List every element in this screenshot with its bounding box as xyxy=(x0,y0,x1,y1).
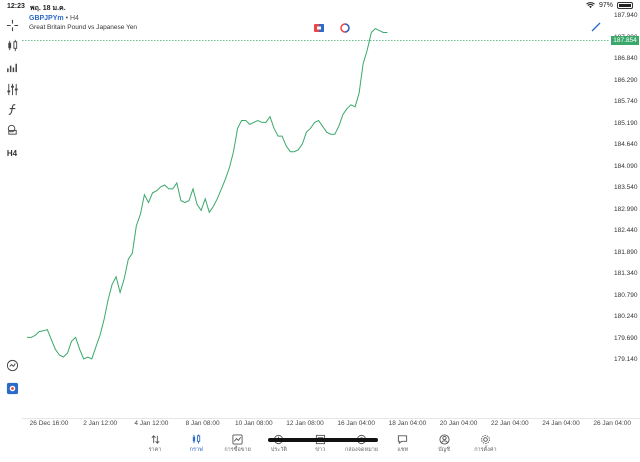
time-axis-label: 20 Jan 04:00 xyxy=(439,420,478,427)
symbol-timeframe: H4 xyxy=(69,15,79,22)
trade-circle-icon[interactable] xyxy=(340,20,350,33)
trendline-draw-icon[interactable] xyxy=(590,20,602,32)
account-icon xyxy=(439,434,450,445)
nav-item[interactable]: ประวัติ xyxy=(259,434,299,454)
price-axis: 187.940187.390186.840186.290185.740185.1… xyxy=(610,12,640,418)
battery-percent: 97% xyxy=(598,2,613,9)
price-axis-label: 185.190 xyxy=(614,119,638,127)
status-right: 97% xyxy=(586,2,633,9)
time-axis-divider xyxy=(22,418,640,419)
price-axis-label: 180.240 xyxy=(614,313,638,320)
left-toolbar: H4 xyxy=(0,14,22,404)
price-axis-label: 180.790 xyxy=(614,291,638,299)
time-axis-label: 26 Dec 16:00 xyxy=(29,420,69,427)
price-line xyxy=(27,27,388,360)
current-price-tag: 187.854 xyxy=(611,36,639,45)
price-axis-label: 187.940 xyxy=(614,12,638,19)
price-axis-label: 184.090 xyxy=(614,162,638,170)
price-axis-label: 182.440 xyxy=(614,227,638,234)
price-axis-label: 181.890 xyxy=(614,248,638,256)
price-axis-label: 182.990 xyxy=(614,205,638,213)
nav-item[interactable]: การซื้อขาย xyxy=(218,434,258,454)
nav-label: ข่าว xyxy=(315,447,326,453)
status-date: พฤ. 18 ม.ค. xyxy=(30,5,66,12)
symbol-description: Great Britain Pound vs Japanese Yen xyxy=(29,24,138,31)
nav-label: กล่องจดหมาย xyxy=(344,447,379,453)
candlestick-icon[interactable] xyxy=(3,36,21,54)
nav-item[interactable]: การตั้งค่า xyxy=(465,434,505,454)
time-axis-label: 18 Jan 04:00 xyxy=(388,420,427,427)
price-axis-label: 179.690 xyxy=(614,334,638,342)
nav-item[interactable]: กราฟ xyxy=(176,434,216,454)
nav-item[interactable]: ข่าว xyxy=(300,434,340,454)
time-axis-label: 12 Jan 08:00 xyxy=(286,420,324,427)
nav-item[interactable]: บัญชี xyxy=(424,434,464,454)
price-axis-label: 186.840 xyxy=(614,55,638,62)
alert-icon[interactable] xyxy=(3,356,21,374)
nav-item[interactable]: แชท xyxy=(383,434,423,454)
wifi-icon xyxy=(586,2,595,9)
time-axis-label: 4 Jan 12:00 xyxy=(134,420,169,427)
time-axis-label: 24 Jan 04:00 xyxy=(542,420,580,427)
symbol-separator: • xyxy=(63,15,70,22)
time-axis-label: 2 Jan 12:00 xyxy=(83,420,118,427)
status-bar: 12:23 พฤ. 18 ม.ค. 97% xyxy=(0,0,640,14)
chat-icon xyxy=(398,435,408,445)
one-click-trading-icon[interactable] xyxy=(314,20,324,32)
symbol-title[interactable]: GBPJPYm • H4 xyxy=(29,15,79,22)
price-axis-label: 186.290 xyxy=(614,76,638,84)
time-axis: 26 Dec 16:00 2 Jan 12:00 4 Jan 12:00 8 Jan … xyxy=(22,420,632,430)
function-icon[interactable] xyxy=(3,100,21,118)
broker-logo-icon[interactable] xyxy=(3,379,21,397)
price-axis-label: 184.640 xyxy=(614,141,638,148)
timeframe-button[interactable]: H4 xyxy=(6,148,18,158)
nav-item[interactable]: กล่องจดหมาย xyxy=(342,434,382,454)
objects-icon[interactable] xyxy=(3,120,21,138)
time-axis-label: 22 Jan 04:00 xyxy=(491,420,529,427)
price-axis-label: 185.740 xyxy=(614,98,638,105)
price-axis-label: 179.140 xyxy=(614,356,638,363)
nav-label: กราฟ xyxy=(189,447,203,453)
nav-label: บัญชี xyxy=(438,447,451,453)
nav-label: แชท xyxy=(397,447,409,453)
time-axis-label: 26 Jan 04:00 xyxy=(593,420,631,427)
nav-item[interactable]: ราคา xyxy=(135,434,175,454)
status-time: 12:23 xyxy=(7,3,25,10)
nav-label: ประวัติ xyxy=(270,447,287,453)
price-axis-label: 183.540 xyxy=(614,184,638,191)
time-axis-label: 10 Jan 08:00 xyxy=(235,420,273,427)
nav-label: ราคา xyxy=(148,447,162,453)
battery-icon xyxy=(617,2,633,9)
nav-label: การตั้งค่า xyxy=(474,447,497,453)
time-axis-label: 8 Jan 08:00 xyxy=(185,420,220,427)
settings-sliders-icon[interactable] xyxy=(3,80,21,98)
trade-icon xyxy=(232,434,243,445)
price-chart[interactable] xyxy=(22,14,610,418)
nav-label: การซื้อขาย xyxy=(224,447,251,453)
settings-icon xyxy=(480,435,490,444)
symbol-name: GBPJPYm xyxy=(29,15,64,22)
time-axis-label: 16 Jan 04:00 xyxy=(337,420,375,427)
quotes-icon xyxy=(151,435,159,444)
price-axis-label: 181.340 xyxy=(614,270,638,277)
crosshair-icon[interactable] xyxy=(3,16,21,34)
bottom-navigation: ราคา กราฟ การซื้อขาย ประวัติ ข่าว กล่องจดหมาย… xyxy=(0,432,640,462)
indicators-icon[interactable] xyxy=(3,58,21,76)
chart-icon xyxy=(192,434,200,444)
home-indicator xyxy=(268,438,378,442)
